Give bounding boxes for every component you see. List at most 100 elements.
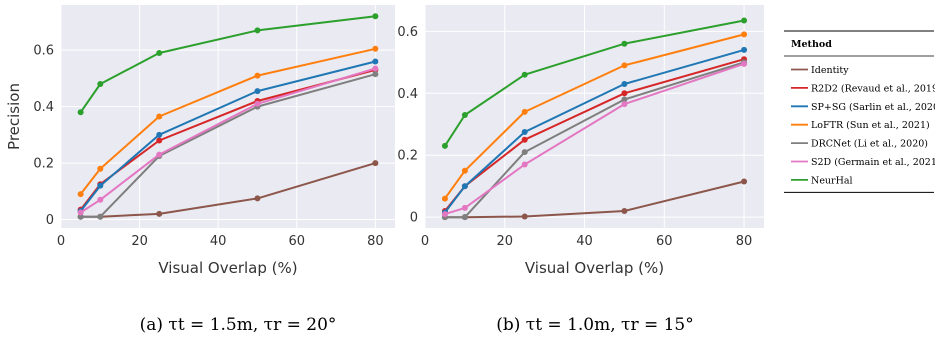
data-point xyxy=(741,178,748,185)
data-point xyxy=(77,213,84,220)
x-tick-label: 80 xyxy=(367,234,384,249)
data-point xyxy=(461,111,468,118)
data-point xyxy=(741,31,748,38)
series-neurhal xyxy=(77,13,379,116)
y-tick-label: 0.4 xyxy=(33,100,54,115)
data-point xyxy=(77,209,84,216)
data-point xyxy=(372,71,379,78)
data-point xyxy=(441,195,448,202)
x-tick-label: 60 xyxy=(656,234,673,249)
data-point xyxy=(372,160,379,167)
data-point xyxy=(254,88,261,95)
legend-item: LoFTR (Sun et al., 2021) xyxy=(791,120,930,131)
data-point xyxy=(156,210,163,217)
data-point xyxy=(521,71,528,78)
data-point xyxy=(97,213,104,220)
data-point xyxy=(461,183,468,190)
x-tick-label: 0 xyxy=(421,234,429,249)
legend-label: R2D2 (Revaud et al., 2019) xyxy=(811,83,935,94)
y-tick-label: 0 xyxy=(46,213,54,228)
x-tick-label: 20 xyxy=(131,234,148,249)
x-axis-label: Visual Overlap (%) xyxy=(525,259,664,277)
legend-item: SP+SG (Sarlin et al., 2020) xyxy=(791,102,935,113)
data-point xyxy=(741,17,748,24)
plot-background xyxy=(425,5,764,228)
data-point xyxy=(521,213,528,220)
data-point xyxy=(372,58,379,65)
y-tick-label: 0.2 xyxy=(33,157,54,172)
legend-label: Identity xyxy=(811,65,849,76)
data-point xyxy=(156,49,163,56)
data-point xyxy=(461,214,468,221)
data-point xyxy=(97,81,104,88)
chart-panel-a: 0 20 40 60 80 0 0.2 0.4 0.6 Visual Overlap (%) Pre… xyxy=(5,5,395,277)
chart-panel-b: 0 20 40 60 80 0 0.2 0.4 0.6 Visual Overlap (%) xyxy=(397,5,764,277)
data-point xyxy=(621,40,628,47)
data-point xyxy=(621,101,628,108)
data-point xyxy=(521,161,528,168)
y-tick-label: 0.6 xyxy=(397,25,418,40)
x-tick-label: 40 xyxy=(210,234,227,249)
data-point xyxy=(97,165,104,172)
data-point xyxy=(97,182,104,189)
data-point xyxy=(254,195,261,202)
x-tick-label: 40 xyxy=(576,234,593,249)
data-point xyxy=(441,211,448,218)
y-tick-label: 0.2 xyxy=(397,149,418,164)
plot-background xyxy=(61,5,395,228)
legend-label: LoFTR (Sun et al., 2021) xyxy=(811,120,930,131)
x-tick-label: 20 xyxy=(496,234,513,249)
data-point xyxy=(77,109,84,116)
data-point xyxy=(156,113,163,120)
y-tick-label: 0 xyxy=(410,211,418,226)
data-point xyxy=(521,149,528,156)
data-point xyxy=(621,207,628,214)
legend-item: NeurHal xyxy=(791,175,853,186)
legend-label: DRCNet (Li et al., 2020) xyxy=(811,139,928,150)
data-point xyxy=(156,137,163,144)
data-point xyxy=(621,90,628,97)
y-tick-label: 0.4 xyxy=(397,87,418,102)
data-point xyxy=(461,204,468,211)
series-neurhal xyxy=(441,17,748,149)
data-point xyxy=(254,100,261,107)
data-point xyxy=(521,136,528,143)
x-axis-label: Visual Overlap (%) xyxy=(158,259,297,277)
legend-label: S2D (Germain et al., 2021) xyxy=(811,157,935,168)
legend: Method Identity R2D2 (Revaud et al., 2019)… xyxy=(784,30,935,193)
series-s2d xyxy=(441,60,748,218)
data-point xyxy=(372,45,379,52)
data-point xyxy=(741,46,748,53)
legend-item: Identity xyxy=(791,65,849,76)
caption-a: (a) τt = 1.5m, τr = 20° xyxy=(140,315,337,335)
data-point xyxy=(521,128,528,135)
data-point xyxy=(156,131,163,138)
data-point xyxy=(77,191,84,198)
data-point xyxy=(621,62,628,69)
x-tick-label: 0 xyxy=(57,234,65,249)
data-point xyxy=(621,96,628,103)
y-tick-label: 0.6 xyxy=(33,44,54,59)
y-axis-label: Precision xyxy=(5,83,23,150)
data-point xyxy=(254,72,261,79)
caption-b: (b) τt = 1.0m, τr = 15° xyxy=(496,315,694,335)
legend-item: R2D2 (Revaud et al., 2019) xyxy=(791,83,935,94)
data-point xyxy=(741,60,748,67)
data-point xyxy=(521,108,528,115)
x-tick-label: 60 xyxy=(288,234,305,249)
data-point xyxy=(156,151,163,158)
legend-label: NeurHal xyxy=(811,175,853,186)
data-point xyxy=(461,167,468,174)
legend-item: S2D (Germain et al., 2021) xyxy=(791,157,935,168)
data-point xyxy=(97,196,104,203)
series-s2d xyxy=(77,65,379,216)
series-loftr xyxy=(77,45,379,198)
data-point xyxy=(621,80,628,87)
data-point xyxy=(254,27,261,34)
legend-title: Method xyxy=(791,39,832,50)
data-point xyxy=(372,13,379,20)
x-tick-label: 80 xyxy=(736,234,753,249)
legend-label: SP+SG (Sarlin et al., 2020) xyxy=(811,102,935,113)
legend-item: DRCNet (Li et al., 2020) xyxy=(791,139,928,150)
